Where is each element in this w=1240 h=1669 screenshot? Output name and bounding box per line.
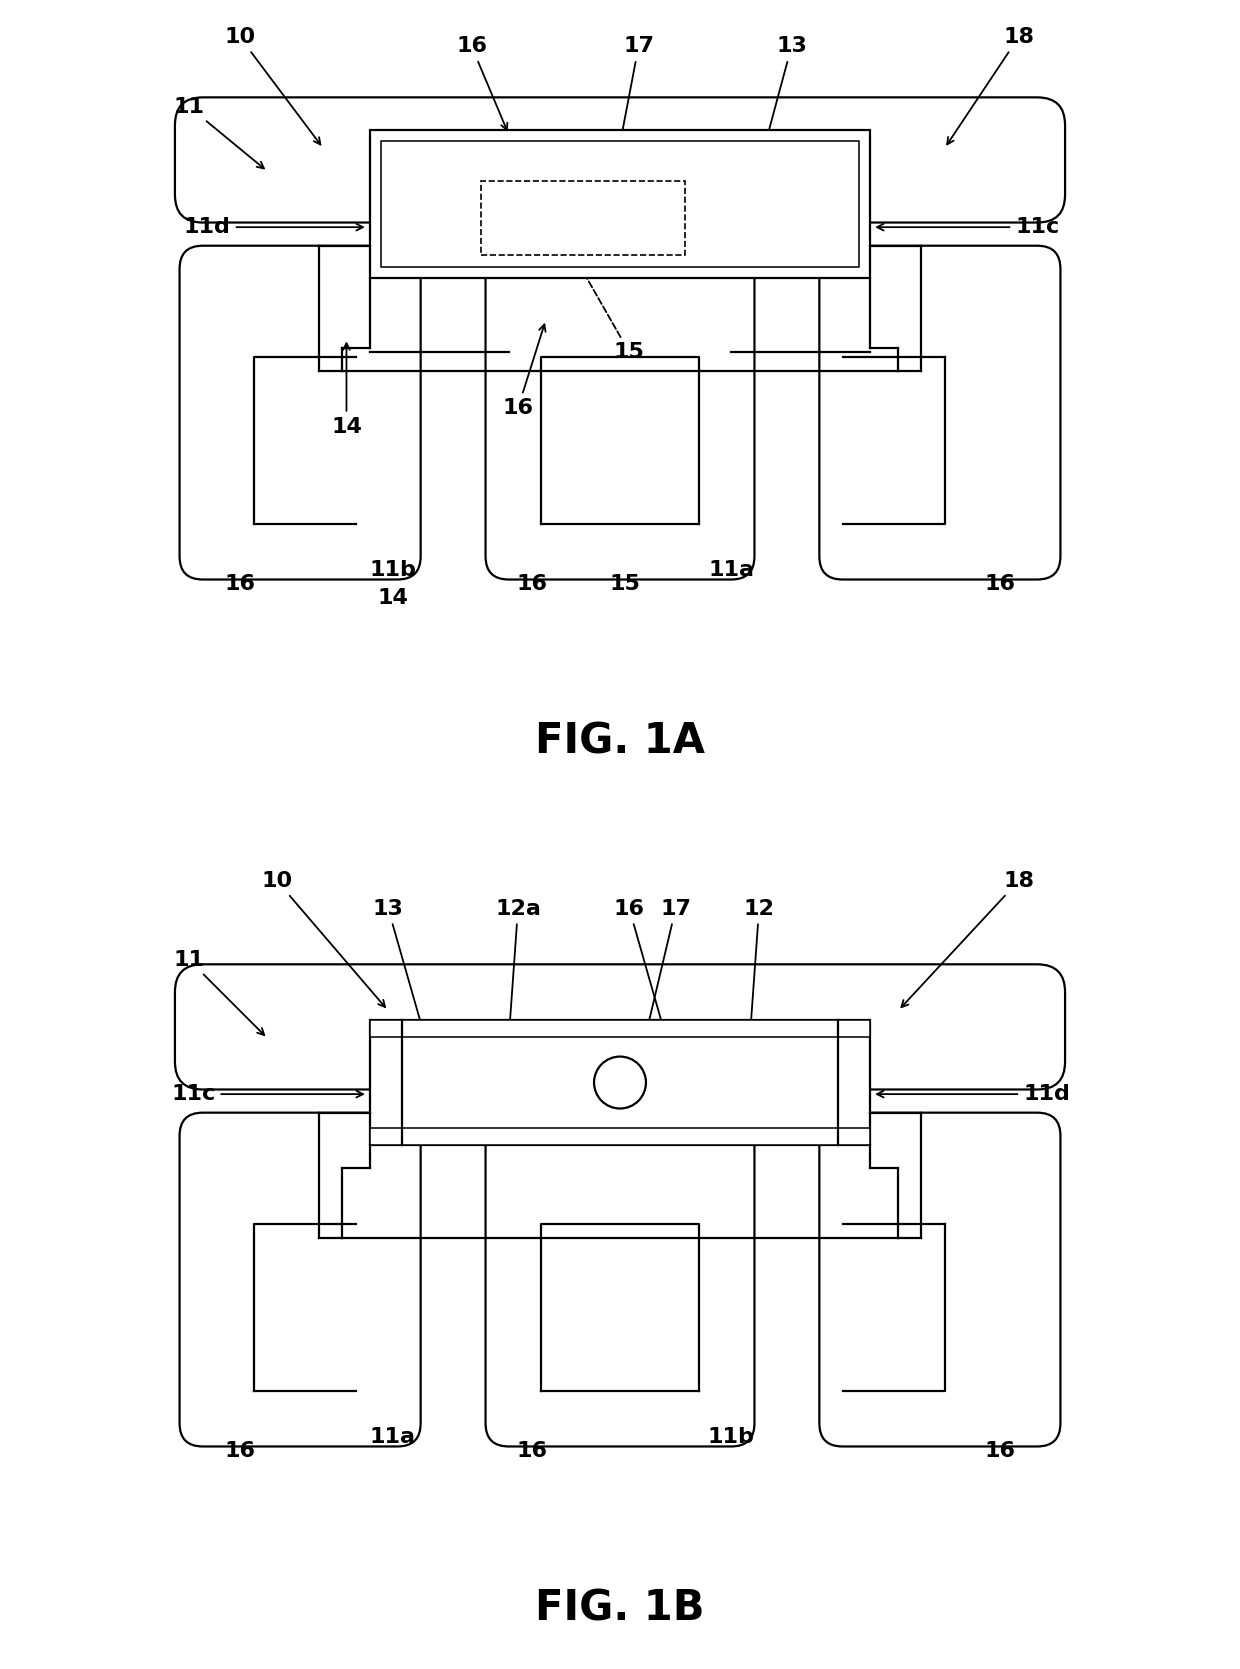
Text: 11a: 11a — [370, 1427, 415, 1447]
Text: 11: 11 — [174, 950, 264, 1035]
Text: 14: 14 — [331, 344, 362, 437]
Text: 16: 16 — [614, 898, 666, 1033]
Bar — [381, 140, 859, 267]
Text: 18: 18 — [901, 871, 1034, 1006]
FancyBboxPatch shape — [175, 97, 1065, 222]
Text: 11b: 11b — [708, 1427, 755, 1447]
Text: 16: 16 — [456, 37, 507, 130]
Bar — [370, 1128, 870, 1145]
Text: 16: 16 — [516, 574, 547, 594]
Text: 11a: 11a — [708, 561, 754, 581]
Text: 11d: 11d — [877, 1085, 1070, 1105]
Text: 13: 13 — [373, 898, 425, 1033]
Text: 15: 15 — [577, 259, 645, 362]
Text: 11b: 11b — [370, 561, 417, 581]
Text: 12: 12 — [744, 898, 775, 1033]
Text: 11d: 11d — [184, 217, 363, 237]
Text: 10: 10 — [224, 27, 320, 145]
FancyBboxPatch shape — [486, 245, 754, 579]
Circle shape — [594, 1056, 646, 1108]
Text: 11c: 11c — [877, 217, 1059, 237]
Text: 11: 11 — [174, 97, 264, 169]
Text: FIG. 1B: FIG. 1B — [536, 1587, 704, 1629]
Text: 16: 16 — [516, 1440, 547, 1460]
Text: 13: 13 — [759, 37, 807, 162]
FancyBboxPatch shape — [175, 965, 1065, 1090]
Text: 16: 16 — [985, 1440, 1016, 1460]
FancyBboxPatch shape — [486, 1113, 754, 1447]
Text: 10: 10 — [262, 871, 386, 1006]
Bar — [370, 1020, 870, 1145]
Text: 18: 18 — [947, 27, 1034, 144]
Text: FIG. 1A: FIG. 1A — [534, 721, 706, 763]
FancyBboxPatch shape — [180, 1113, 420, 1447]
FancyBboxPatch shape — [180, 245, 420, 579]
Text: 11c: 11c — [171, 1085, 363, 1105]
Bar — [481, 180, 684, 255]
Text: 16: 16 — [224, 574, 255, 594]
FancyBboxPatch shape — [820, 245, 1060, 579]
Text: 17: 17 — [634, 898, 691, 1080]
Text: 14: 14 — [377, 587, 408, 608]
Text: 16: 16 — [502, 324, 546, 417]
Text: 16: 16 — [224, 1440, 255, 1460]
Text: 16: 16 — [985, 574, 1016, 594]
Text: 12a: 12a — [495, 898, 541, 1033]
Bar — [370, 130, 870, 279]
Text: 17: 17 — [619, 37, 653, 139]
Text: 15: 15 — [609, 574, 640, 594]
FancyBboxPatch shape — [820, 1113, 1060, 1447]
Bar — [370, 1020, 870, 1036]
